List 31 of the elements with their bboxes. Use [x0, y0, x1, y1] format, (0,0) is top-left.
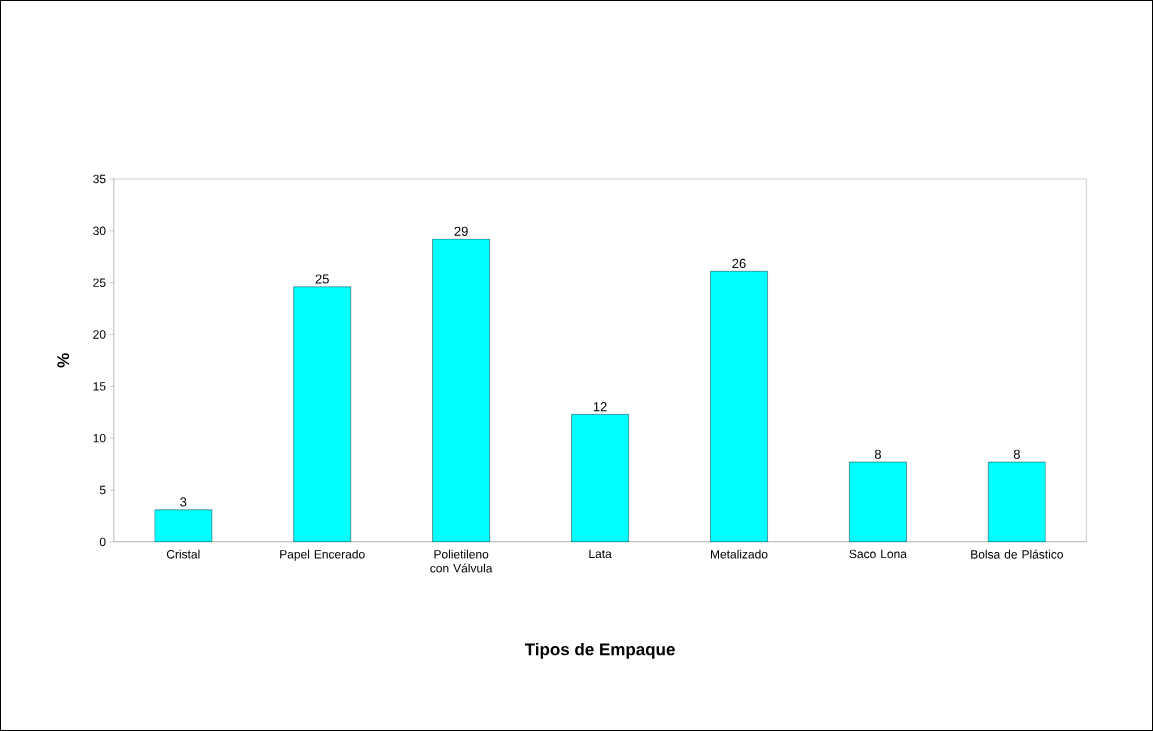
- x-tick-label: Polietileno con Válvula: [430, 549, 493, 573]
- data-label: 8: [874, 449, 881, 459]
- data-label: 29: [454, 226, 468, 236]
- bar: [571, 414, 629, 542]
- x-tick-label: Bolsa de Plástico: [971, 549, 1063, 559]
- bar: [432, 238, 490, 542]
- y-tick-label: 35: [93, 174, 106, 184]
- x-tick-label: Saco Lona: [849, 549, 907, 559]
- y-tick-label: 20: [93, 330, 106, 339]
- bar: [988, 461, 1046, 542]
- data-label: 12: [593, 402, 607, 412]
- y-tick-label: 25: [93, 278, 106, 287]
- x-tick-label: Metalizado: [711, 549, 768, 559]
- data-label: 25: [315, 274, 329, 284]
- x-tick-label: Lata: [589, 549, 612, 559]
- bar: [849, 461, 907, 542]
- data-label: 3: [180, 497, 187, 507]
- data-label: 8: [1013, 449, 1020, 459]
- y-tick-label: 15: [93, 382, 106, 391]
- y-tick-label: 30: [93, 226, 106, 236]
- y-tick-label: 10: [93, 434, 106, 443]
- y-axis-title: %: [57, 353, 70, 368]
- bar: [154, 509, 213, 542]
- x-axis-title: Tipos de Empaque: [524, 642, 675, 659]
- bar: [710, 271, 768, 542]
- y-tick-label: 0: [99, 537, 106, 547]
- x-tick-label: Cristal: [166, 549, 200, 559]
- data-label: 26: [732, 258, 746, 269]
- bar: [293, 286, 351, 542]
- x-tick-label: Papel Encerado: [280, 549, 365, 561]
- y-tick-label: 5: [99, 485, 106, 495]
